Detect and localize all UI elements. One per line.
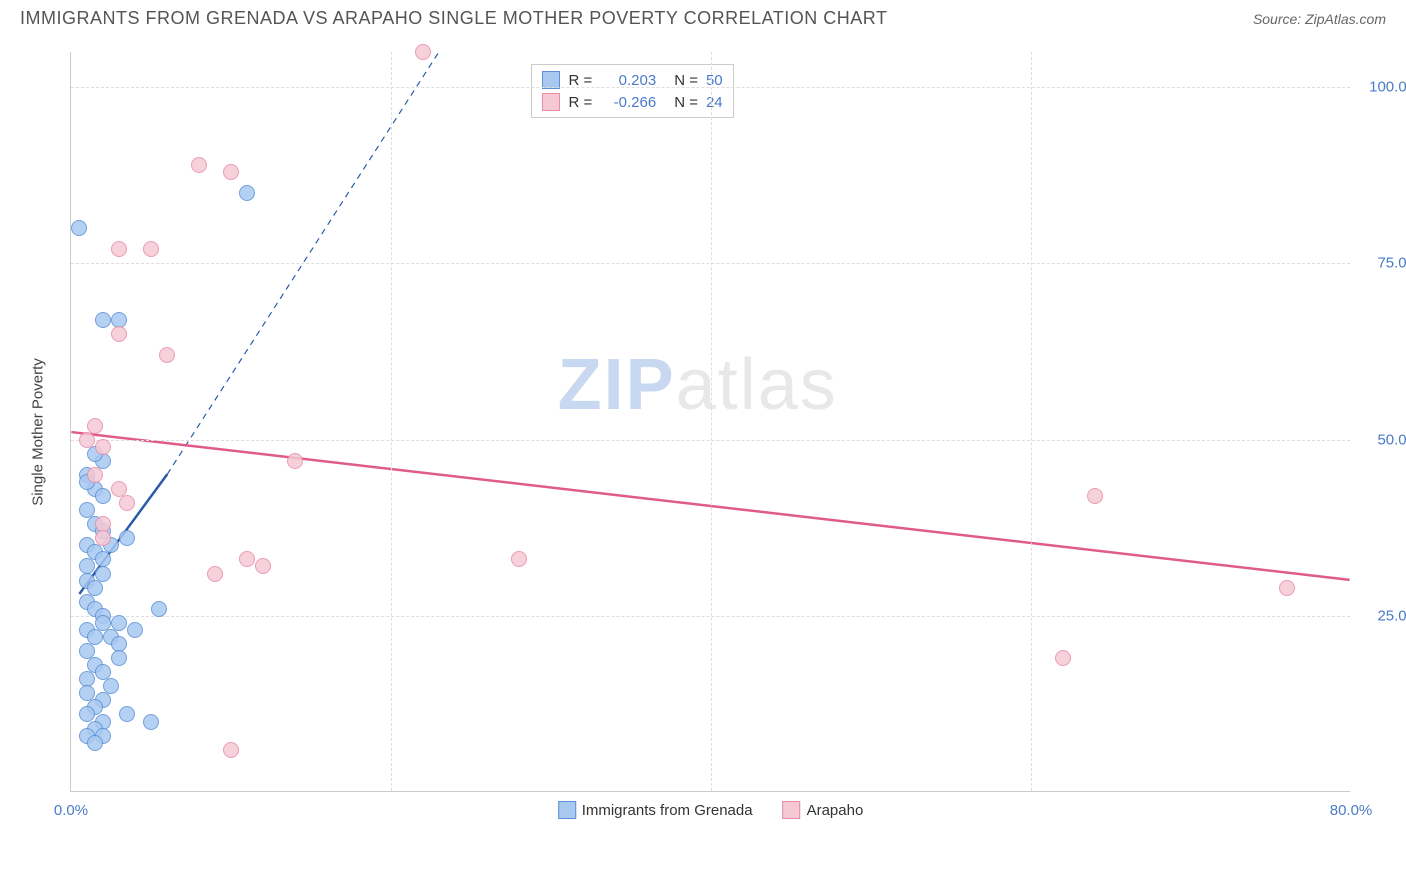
data-point <box>207 566 223 582</box>
legend-swatch <box>783 801 801 819</box>
data-point <box>239 185 255 201</box>
data-point <box>255 558 271 574</box>
series-legend-item: Immigrants from Grenada <box>558 801 753 819</box>
data-point <box>87 467 103 483</box>
data-point <box>143 241 159 257</box>
data-point <box>511 551 527 567</box>
watermark-zip: ZIP <box>558 345 676 425</box>
legend-r-value: -0.266 <box>600 94 656 111</box>
data-point <box>95 530 111 546</box>
legend-n-value: 50 <box>706 72 723 89</box>
data-point <box>111 481 127 497</box>
data-point <box>1087 488 1103 504</box>
y-axis-label: Single Mother Poverty <box>30 358 47 506</box>
legend-r-label: R = <box>568 94 592 111</box>
data-point <box>127 622 143 638</box>
gridline-v <box>711 52 712 791</box>
data-point <box>415 44 431 60</box>
data-point <box>87 735 103 751</box>
y-tick-label: 50.0% <box>1360 431 1406 448</box>
y-tick-label: 100.0% <box>1360 79 1406 96</box>
data-point <box>151 601 167 617</box>
watermark-atlas: atlas <box>676 345 838 425</box>
data-point <box>119 706 135 722</box>
series-legend-item: Arapaho <box>783 801 864 819</box>
legend-n-value: 24 <box>706 94 723 111</box>
data-point <box>111 326 127 342</box>
data-point <box>223 164 239 180</box>
series-label: Immigrants from Grenada <box>582 802 753 819</box>
data-point <box>143 714 159 730</box>
legend-row: R = -0.266 N = 24 <box>542 91 722 113</box>
data-point <box>95 439 111 455</box>
legend-r-value: 0.203 <box>600 72 656 89</box>
source-credit: Source: ZipAtlas.com <box>1253 11 1386 27</box>
data-point <box>1055 650 1071 666</box>
data-point <box>95 312 111 328</box>
watermark: ZIPatlas <box>558 344 838 426</box>
data-point <box>71 220 87 236</box>
data-point <box>79 432 95 448</box>
x-tick-label: 0.0% <box>54 802 88 819</box>
plot-area: ZIPatlas R = 0.203 N = 50 R = -0.266 N =… <box>70 52 1350 792</box>
legend-swatch <box>542 93 560 111</box>
data-point <box>119 495 135 511</box>
data-point <box>119 530 135 546</box>
legend-r-label: R = <box>568 72 592 89</box>
series-legend: Immigrants from Grenada Arapaho <box>558 801 864 819</box>
correlation-chart: Single Mother Poverty ZIPatlas R = 0.203… <box>50 42 1380 822</box>
data-point <box>287 453 303 469</box>
header: IMMIGRANTS FROM GRENADA VS ARAPAHO SINGL… <box>0 0 1406 33</box>
legend-swatch <box>558 801 576 819</box>
data-point <box>111 241 127 257</box>
legend-n-label: N = <box>674 94 698 111</box>
data-point <box>191 157 207 173</box>
data-point <box>159 347 175 363</box>
data-point <box>111 650 127 666</box>
gridline-v <box>1031 52 1032 791</box>
correlation-legend: R = 0.203 N = 50 R = -0.266 N = 24 <box>531 64 733 118</box>
page-title: IMMIGRANTS FROM GRENADA VS ARAPAHO SINGL… <box>20 8 887 29</box>
series-label: Arapaho <box>807 802 864 819</box>
y-tick-label: 75.0% <box>1360 255 1406 272</box>
legend-n-label: N = <box>674 72 698 89</box>
gridline-v <box>391 52 392 791</box>
x-tick-label: 80.0% <box>1330 802 1373 819</box>
data-point <box>95 488 111 504</box>
data-point <box>223 742 239 758</box>
data-point <box>1279 580 1295 596</box>
y-tick-label: 25.0% <box>1360 607 1406 624</box>
data-point <box>239 551 255 567</box>
